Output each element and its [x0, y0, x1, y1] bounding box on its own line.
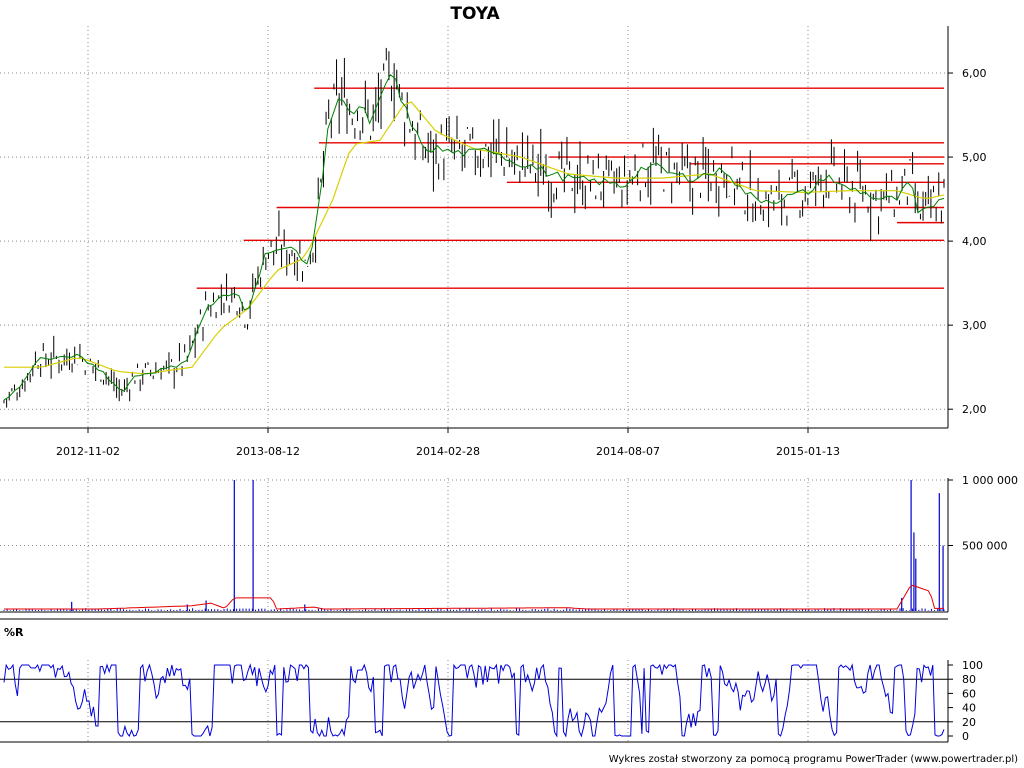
price-xtick-label-2: 2014-02-28 [416, 445, 480, 458]
williams-r-ytick-label-1: 80 [962, 673, 976, 686]
williams-r-ytick-label-3: 40 [962, 702, 976, 715]
price-xtick-label-3: 2014-08-07 [596, 445, 660, 458]
price-ytick-label-3: 3,00 [962, 319, 987, 332]
footer-credit: Wykres został stworzony za pomocą progra… [609, 754, 1018, 765]
williams-r-reference-lines [0, 678, 948, 723]
price-panel: 6,00 5,00 4,00 3,00 2,00 2012-11-02 2013-08-1… [0, 4, 987, 458]
price-gridlines [0, 26, 948, 428]
volume-gridlines [0, 478, 948, 612]
williams-r-label: %R [4, 626, 24, 639]
price-ytick-label-2: 4,00 [962, 235, 987, 248]
volume-ytick-label-1: 500 000 [962, 540, 1008, 553]
williams-r-ytick-label-2: 60 [962, 687, 976, 700]
volume-ma-line [4, 584, 944, 610]
price-ytick-label-0: 6,00 [962, 67, 987, 80]
volume-bars [3, 480, 945, 611]
williams-r-line [3, 663, 945, 738]
price-xtick-label-1: 2013-08-12 [236, 445, 300, 458]
price-ytick-label-1: 5,00 [962, 151, 987, 164]
price-plot-area [4, 26, 948, 426]
volume-panel: 1 000 000 500 000 [0, 474, 1018, 613]
price-xtick-label-0: 2012-11-02 [56, 445, 120, 458]
price-ma-fast-line [3, 74, 945, 401]
volume-ytick-label-0: 1 000 000 [962, 474, 1018, 487]
price-ytick-label-4: 2,00 [962, 403, 987, 416]
price-support-resistance-lines [196, 87, 944, 289]
price-bars [3, 47, 945, 408]
williams-r-ytick-label-4: 20 [962, 716, 976, 729]
volume-y-ticks: 1 000 000 500 000 [948, 474, 1018, 553]
price-x-ticks: 2012-11-02 2013-08-12 2014-02-28 2014-08-07… [56, 428, 840, 458]
williams-r-ytick-label-5: 0 [962, 730, 969, 743]
williams-r-ytick-label-0: 100 [962, 659, 983, 672]
price-xtick-label-4: 2015-01-13 [776, 445, 840, 458]
chart-title: TOYA [450, 4, 500, 24]
price-y-ticks: 6,00 5,00 4,00 3,00 2,00 [948, 67, 987, 416]
